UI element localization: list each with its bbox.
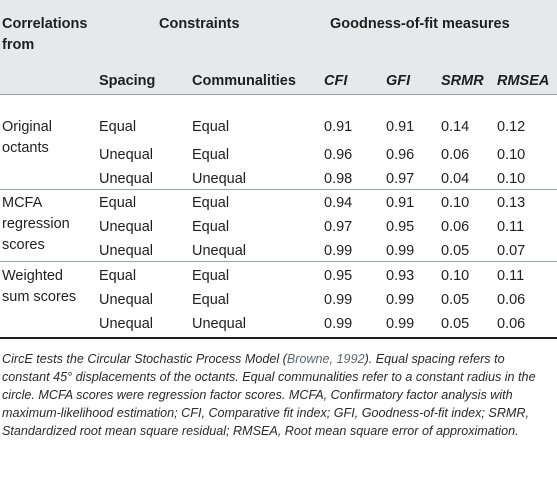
cell-spacing: Unequal <box>99 147 154 163</box>
cell-rmsea: 0.12 <box>497 119 526 135</box>
cell-rmsea: 0.10 <box>497 171 526 187</box>
footnote-text-2: ). Equal spacing refers to constant 45° … <box>2 352 536 438</box>
cell-communalities: Unequal <box>192 316 247 332</box>
header-cfi: CFI <box>324 73 348 89</box>
table-header-band <box>0 0 557 94</box>
cell-gfi: 0.93 <box>386 268 415 284</box>
cell-srmr: 0.14 <box>441 119 470 135</box>
cell-spacing: Equal <box>99 195 137 211</box>
cell-gfi: 0.96 <box>386 147 415 163</box>
table-bottom-rule <box>0 337 557 339</box>
cell-gfi: 0.95 <box>386 219 415 235</box>
cell-spacing: Unequal <box>99 292 154 308</box>
cell-spacing: Equal <box>99 119 137 135</box>
cell-srmr: 0.05 <box>441 316 470 332</box>
cell-spacing: Equal <box>99 268 137 284</box>
footnote-citation-link[interactable]: Browne, 1992 <box>286 352 365 366</box>
cell-spacing: Unequal <box>99 219 154 235</box>
header-spacing: Spacing <box>99 73 156 89</box>
group-label: regression <box>2 216 70 232</box>
footnote-text-1: CircE tests the Circular Stochastic Proc… <box>2 352 287 366</box>
cell-cfi: 0.95 <box>324 268 353 284</box>
cell-srmr: 0.05 <box>441 292 470 308</box>
group-label: sum scores <box>2 289 77 305</box>
group-divider-2 <box>0 261 557 262</box>
group-divider-1 <box>0 189 557 190</box>
cell-srmr: 0.04 <box>441 171 470 187</box>
cell-cfi: 0.96 <box>324 147 353 163</box>
cell-gfi: 0.91 <box>386 119 415 135</box>
table-footnote: CircE tests the Circular Stochastic Proc… <box>2 350 555 440</box>
group-label: MCFA <box>2 195 43 211</box>
cell-rmsea: 0.06 <box>497 316 526 332</box>
cell-communalities: Equal <box>192 119 230 135</box>
cell-srmr: 0.10 <box>441 268 470 284</box>
cell-communalities: Equal <box>192 292 230 308</box>
cell-communalities: Unequal <box>192 243 247 259</box>
cell-gfi: 0.99 <box>386 316 415 332</box>
cell-cfi: 0.99 <box>324 316 353 332</box>
header-goodness-of-fit: Goodness-of-fit measures <box>330 16 510 32</box>
cell-cfi: 0.91 <box>324 119 353 135</box>
header-gfi: GFI <box>386 73 411 89</box>
cell-gfi: 0.99 <box>386 243 415 259</box>
cell-gfi: 0.91 <box>386 195 415 211</box>
cell-spacing: Unequal <box>99 243 154 259</box>
cell-cfi: 0.99 <box>324 292 353 308</box>
cell-srmr: 0.05 <box>441 243 470 259</box>
cell-cfi: 0.99 <box>324 243 353 259</box>
cell-rmsea: 0.06 <box>497 292 526 308</box>
cell-gfi: 0.97 <box>386 171 415 187</box>
cell-cfi: 0.97 <box>324 219 353 235</box>
cell-rmsea: 0.11 <box>497 268 525 284</box>
cell-spacing: Unequal <box>99 316 154 332</box>
header-communalities: Communalities <box>192 73 296 89</box>
header-bottom-rule <box>0 94 557 95</box>
header-correlations-from-line2: from <box>2 37 35 53</box>
cell-spacing: Unequal <box>99 171 154 187</box>
group-label: scores <box>2 237 45 253</box>
group-label: octants <box>2 140 49 156</box>
header-correlations-from-line1: Correlations <box>2 16 88 32</box>
cell-rmsea: 0.10 <box>497 147 526 163</box>
cell-communalities: Equal <box>192 219 230 235</box>
cell-rmsea: 0.11 <box>497 219 525 235</box>
cell-communalities: Equal <box>192 147 230 163</box>
cell-cfi: 0.94 <box>324 195 353 211</box>
group-label: Weighted <box>2 268 63 284</box>
cell-communalities: Equal <box>192 268 230 284</box>
cell-communalities: Equal <box>192 195 230 211</box>
cell-srmr: 0.06 <box>441 147 470 163</box>
cell-srmr: 0.10 <box>441 195 470 211</box>
cell-cfi: 0.98 <box>324 171 353 187</box>
cell-rmsea: 0.13 <box>497 195 526 211</box>
header-srmr: SRMR <box>441 73 484 89</box>
cell-rmsea: 0.07 <box>497 243 526 259</box>
header-constraints: Constraints <box>159 16 240 32</box>
cell-srmr: 0.06 <box>441 219 470 235</box>
cell-communalities: Unequal <box>192 171 247 187</box>
cell-gfi: 0.99 <box>386 292 415 308</box>
header-rmsea: RMSEA <box>497 73 550 89</box>
group-label: Original <box>2 119 52 135</box>
